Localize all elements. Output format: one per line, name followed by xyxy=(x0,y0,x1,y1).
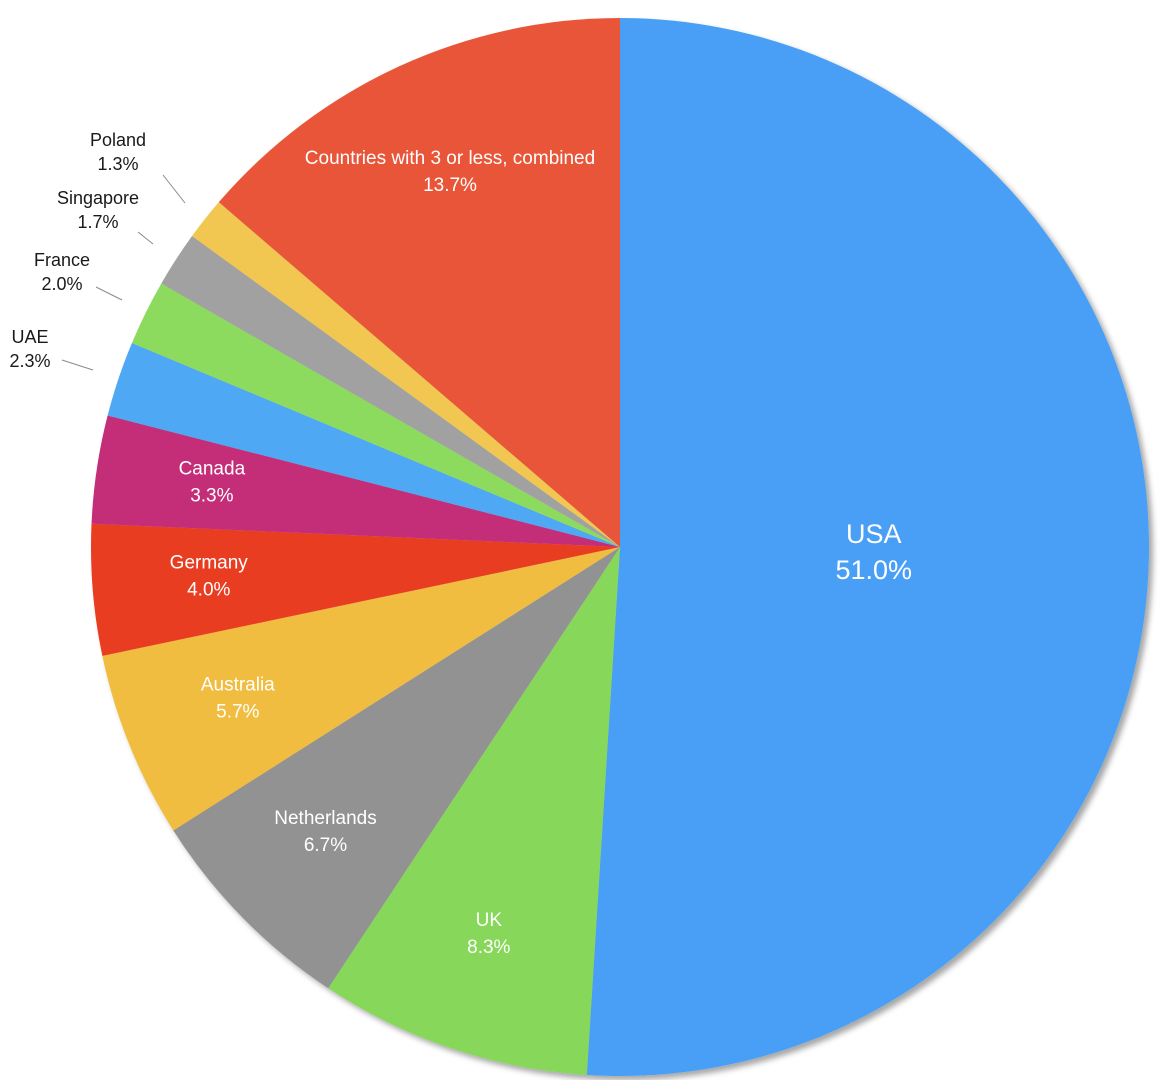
slice-label-australia: Australia xyxy=(201,675,275,696)
slice-label-usa: USA xyxy=(846,519,902,549)
slice-percent-poland: 1.3% xyxy=(97,154,138,174)
slice-percent-germany: 4.0% xyxy=(187,580,230,601)
slice-label-netherlands: Netherlands xyxy=(274,808,376,829)
slice-percent-australia: 5.7% xyxy=(216,702,259,723)
slice-percent-uae: 2.3% xyxy=(9,351,50,371)
slice-percent-usa: 51.0% xyxy=(836,555,913,585)
leader-line-singapore xyxy=(137,231,154,245)
slice-labels: USA 51.0% UK 8.3% Netherlands 6.7% Australia 5.… xyxy=(9,130,912,958)
slice-percent-canada: 3.3% xyxy=(190,485,233,506)
pie-slice-poland xyxy=(192,202,620,547)
slice-label-singapore: Singapore xyxy=(57,188,139,208)
leader-line-france xyxy=(95,286,123,301)
pie-slice-uk xyxy=(328,547,620,1075)
slice-percent-france: 2.0% xyxy=(41,274,82,294)
pie-slice-germany xyxy=(91,523,620,656)
pie-slice-usa xyxy=(586,18,1150,1076)
pie-slice-france xyxy=(131,283,620,547)
pie-slices xyxy=(91,18,1150,1076)
pie-slice-netherlands xyxy=(173,547,620,989)
leader-line-poland xyxy=(162,174,186,204)
pie-slice-canada xyxy=(91,415,620,547)
slice-label-uk: UK xyxy=(476,910,503,931)
slice-label-canada: Canada xyxy=(179,458,246,479)
slice-label-france: France xyxy=(34,250,90,270)
slice-percent-netherlands: 6.7% xyxy=(304,835,347,856)
slice-percent-uk: 8.3% xyxy=(467,937,510,958)
leader-line-uae xyxy=(61,359,94,371)
slice-label-countries-with-3-or-less-combined: Countries with 3 or less, combined xyxy=(305,148,595,169)
slice-percent-countries-with-3-or-less-combined: 13.7% xyxy=(423,175,477,196)
pie-slice-uae xyxy=(107,343,620,547)
leader-lines xyxy=(61,174,186,371)
pie-slice-australia xyxy=(102,547,621,831)
slice-label-uae: UAE xyxy=(11,327,48,347)
pie-slice-countries-with-3-or-less-combined xyxy=(218,18,621,547)
pie-slice-singapore xyxy=(161,236,621,548)
slice-label-germany: Germany xyxy=(170,553,249,574)
slice-label-poland: Poland xyxy=(90,130,146,150)
slice-percent-singapore: 1.7% xyxy=(77,212,118,232)
